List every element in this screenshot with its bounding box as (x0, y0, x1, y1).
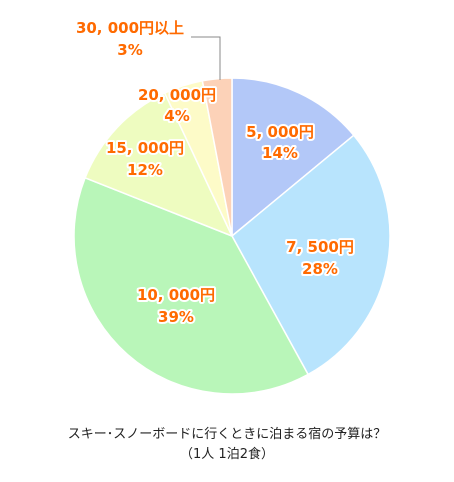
pie-slice-5000 (231, 77, 355, 238)
pie-slice-30000 (201, 77, 233, 237)
slice-label-30000: 30, 000円以上 (76, 19, 184, 37)
pie-slice-7500 (231, 134, 391, 376)
slice-label-20000: 20, 000円 (138, 86, 216, 104)
slice-percent-10000: 39% (158, 308, 194, 326)
pie-slice-10000 (73, 176, 310, 395)
pie-chart: 5, 000円 14% 7, 500円 28% 10, 000円 39% 15,… (73, 17, 391, 395)
leader-line-30000 (191, 36, 221, 80)
slice-label-15000: 15, 000円 (106, 139, 184, 157)
pie-slice-15000 (84, 92, 234, 238)
slice-percent-15000: 12% (127, 161, 163, 179)
slice-label-5000: 5, 000円 (246, 123, 314, 141)
slice-percent-5000: 14% (262, 144, 298, 162)
chart-subtitle: （1人 1泊2食） (180, 447, 274, 462)
pie-labels: 5, 000円 14% 7, 500円 28% 10, 000円 39% 15,… (74, 17, 356, 328)
chart-title: スキー･スノーボードに行くときに泊まる宿の予算は？ (67, 427, 387, 442)
slice-label-10000: 10, 000円 (137, 286, 215, 304)
pie-slices (73, 77, 391, 395)
slice-label-7500: 7, 500円 (286, 238, 354, 256)
slice-percent-7500: 28% (302, 260, 338, 278)
slice-percent-30000: 3% (117, 41, 142, 59)
slice-percent-20000: 4% (164, 107, 189, 125)
